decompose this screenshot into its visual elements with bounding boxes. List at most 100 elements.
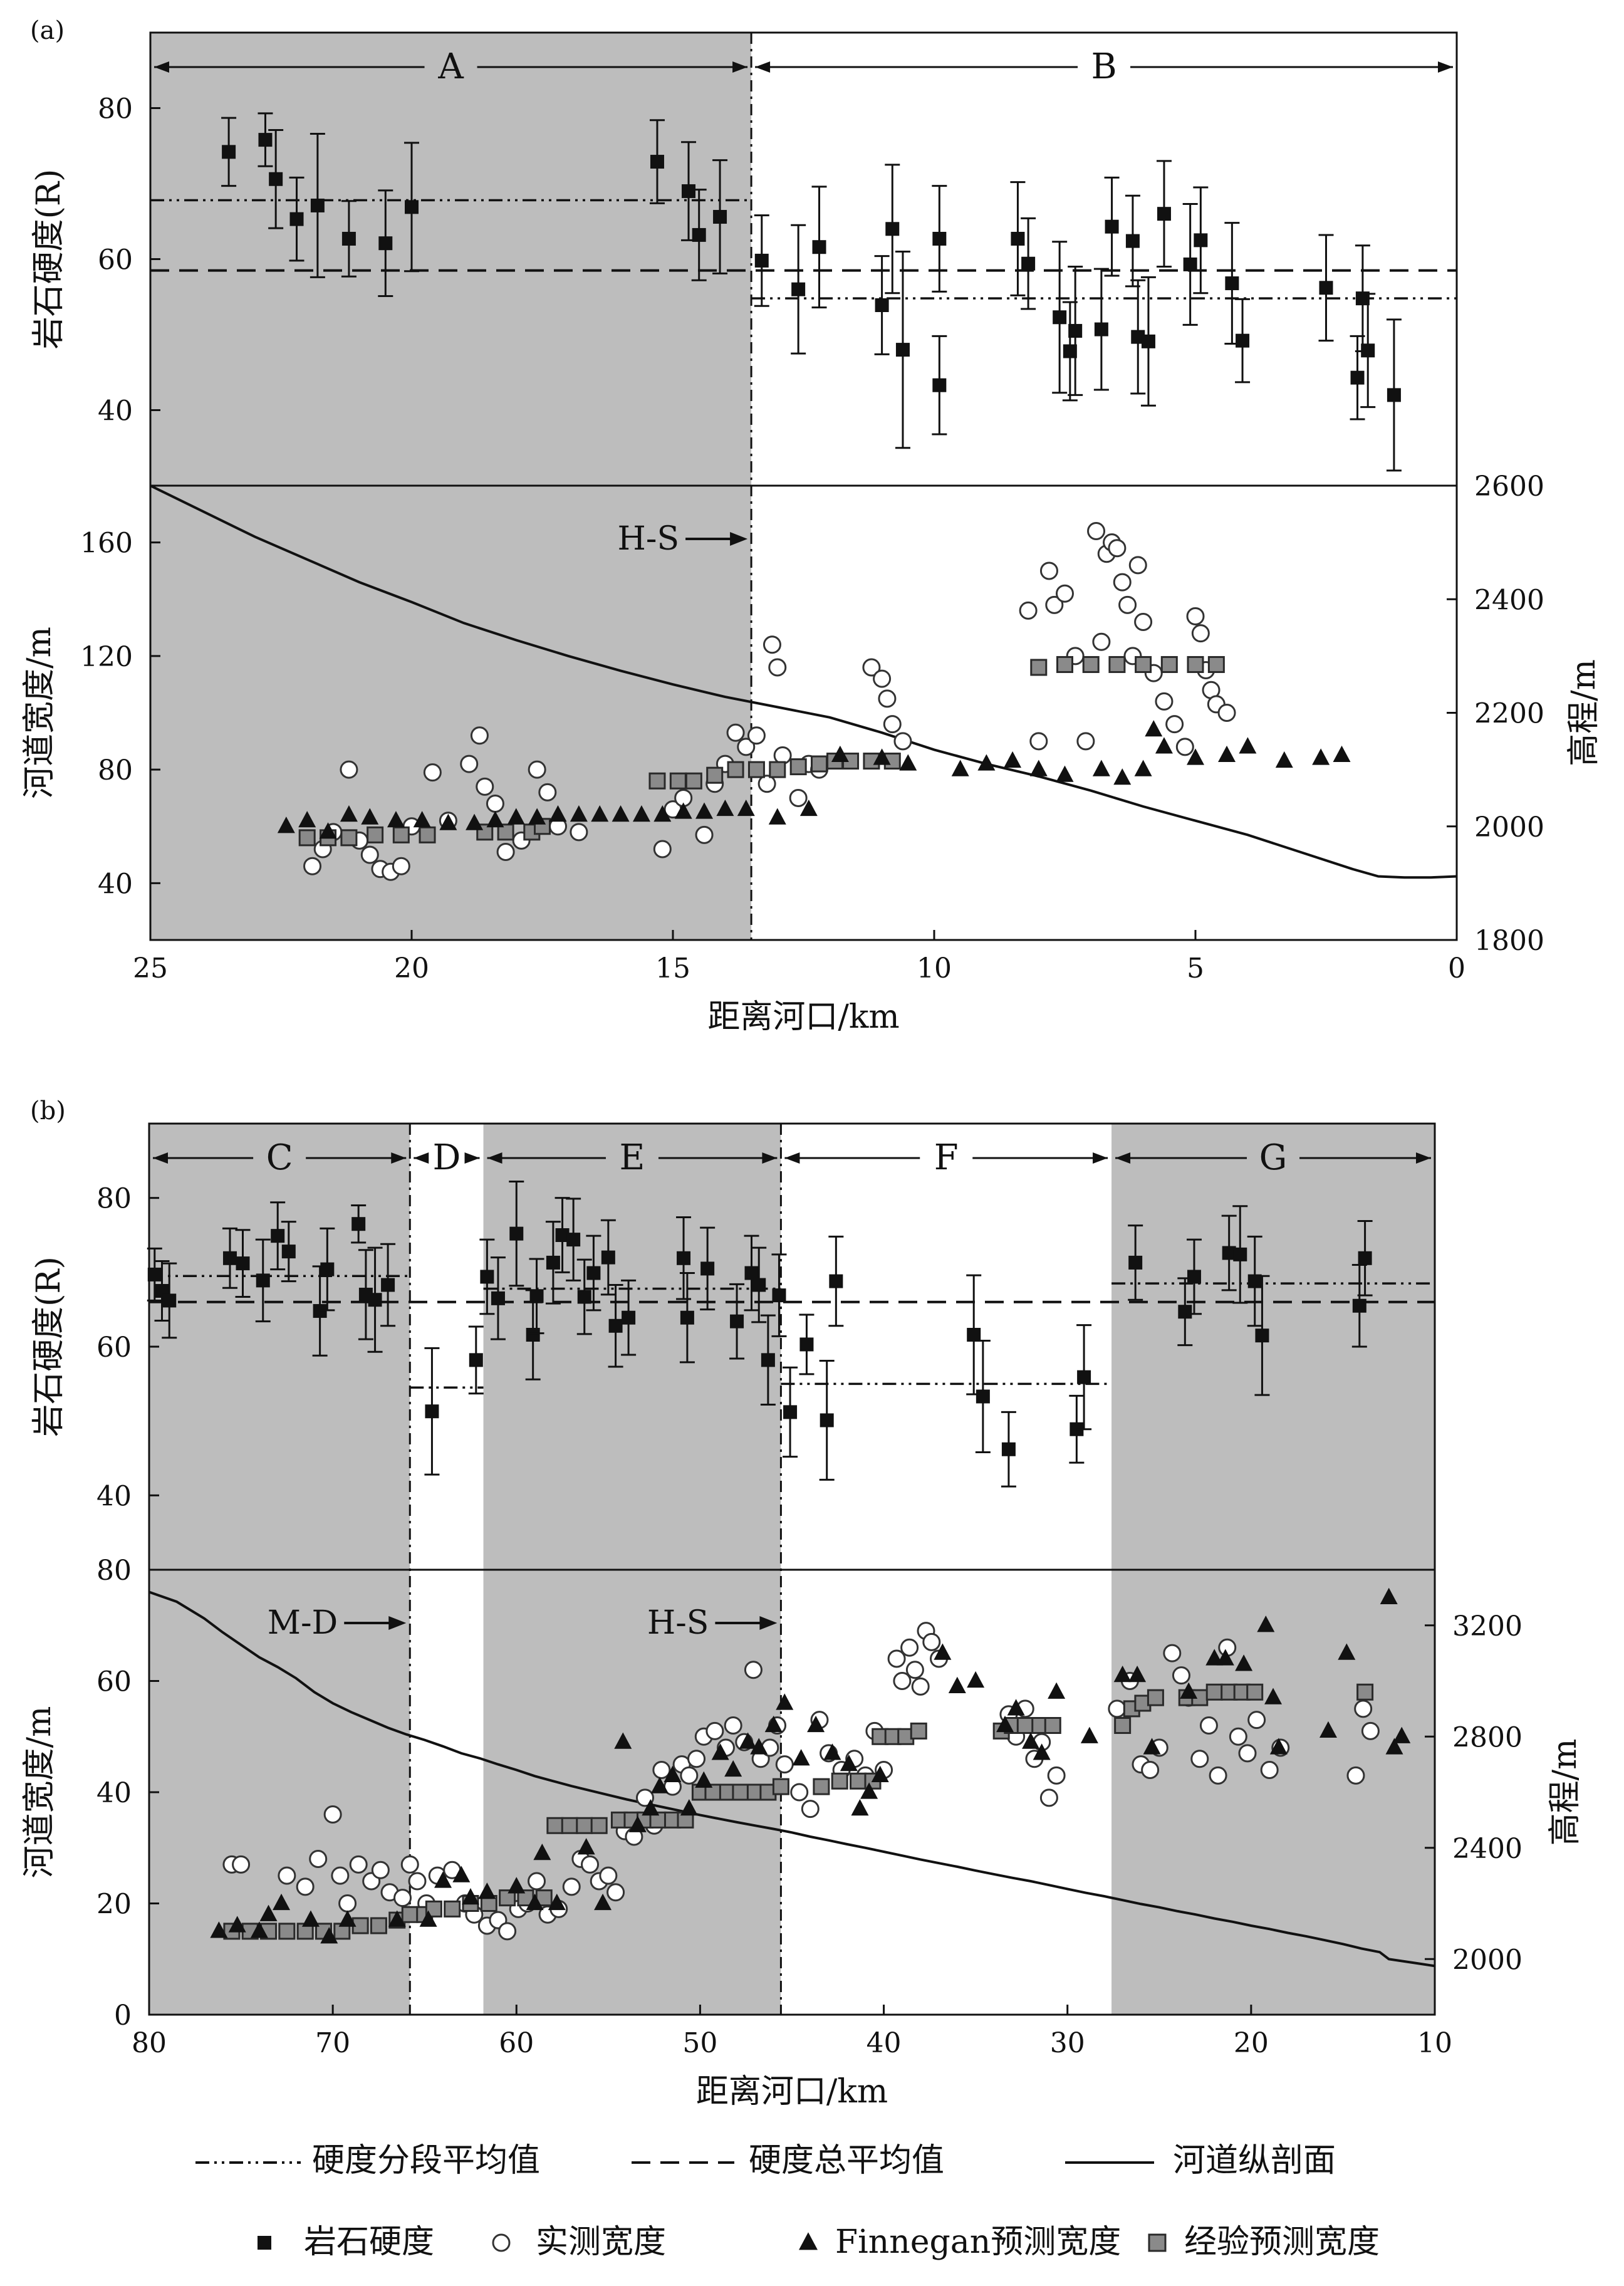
p1-empirical-width-point xyxy=(670,773,685,788)
p1-measured-width-point xyxy=(1057,585,1073,602)
legend-empirical-label: 经验预测宽度 xyxy=(1184,2223,1380,2261)
p1-measured-width-point xyxy=(393,858,409,874)
p2-x-tick-label: 30 xyxy=(1050,2027,1085,2059)
p1-hardness-point xyxy=(258,133,272,147)
p1-x-tick-label: 15 xyxy=(655,953,690,984)
p1-empirical-width-point xyxy=(420,827,435,842)
p1-finnegan-width-point xyxy=(1056,766,1074,782)
p2-measured-width-point xyxy=(608,1884,624,1901)
legend-total-mean-label: 硬度总平均值 xyxy=(749,2142,944,2179)
p1-finnegan-width-point xyxy=(1004,751,1021,768)
p2-measured-width-point xyxy=(279,1867,295,1884)
p2-empirical-width-point xyxy=(402,1907,417,1922)
p2-measured-width-point xyxy=(582,1856,598,1872)
p1-empirical-width-point xyxy=(791,759,806,775)
p2-segment-arrowhead-left xyxy=(414,1152,429,1164)
p2-hardness-point xyxy=(1002,1443,1016,1456)
p2-measured-width-point xyxy=(725,1718,741,1734)
p1-finnegan-width-point xyxy=(1113,768,1131,785)
p1-empirical-width-point xyxy=(341,830,357,845)
p2-width-y-tick-label: 0 xyxy=(114,2000,132,2032)
p1-hardness-point xyxy=(1142,335,1155,348)
p1-hardness-point xyxy=(713,210,727,224)
p1-hardness-point xyxy=(932,378,946,392)
p2-empirical-width-point xyxy=(1018,1718,1033,1733)
p2-hardness-point xyxy=(1233,1248,1247,1261)
p1-hardness-y-tick-label: 60 xyxy=(98,244,133,276)
p2-segment-label-E: E xyxy=(620,1137,645,1178)
p2-hardness-point xyxy=(1178,1305,1192,1318)
p1-empirical-width-point xyxy=(1110,657,1125,672)
p2-hardness-point xyxy=(829,1275,843,1288)
p2-empirical-width-point xyxy=(1148,1690,1163,1705)
legend-finnegan-marker xyxy=(799,2232,818,2250)
p2-empirical-width-point xyxy=(1207,1684,1222,1699)
p2-hardness-point xyxy=(783,1405,797,1419)
p1-empirical-width-point xyxy=(1083,657,1098,672)
p2-empirical-width-point xyxy=(562,1818,577,1833)
p2-hardness-point xyxy=(1128,1256,1142,1270)
p2-empirical-width-point xyxy=(1358,1684,1373,1699)
p2-empirical-width-point xyxy=(851,1773,866,1788)
p1-hardness-point xyxy=(1105,220,1119,234)
p2-width-y-axis-title: 河道宽度/m xyxy=(21,1706,58,1879)
p2-measured-width-point xyxy=(233,1856,249,1872)
p2-elevation-y-tick-label: 2800 xyxy=(1452,1721,1522,1753)
p1-measured-width-point xyxy=(1130,557,1146,573)
p1-empirical-width-point xyxy=(770,762,785,777)
p1-measured-width-point xyxy=(341,761,357,778)
p2-hardness-point xyxy=(745,1266,759,1280)
p2-hardness-point xyxy=(1187,1270,1201,1283)
p1-measured-width-point xyxy=(884,716,900,733)
p1-hardness-point xyxy=(650,155,664,169)
p2-empirical-width-point xyxy=(548,1818,563,1833)
p1-hardness-point xyxy=(1011,232,1024,246)
p2-measured-width-point xyxy=(409,1873,425,1889)
figure: A BH-S25 20 15 10 5 0距离河口/km406080岩石硬度(R)40801… xyxy=(0,0,1624,2286)
p2-measured-width-point xyxy=(1210,1767,1226,1783)
p2-measured-width-point xyxy=(563,1879,580,1895)
p2-finnegan-width-point xyxy=(851,1799,868,1815)
p1-elevation-y-tick-label: 2600 xyxy=(1474,471,1544,503)
p2-measured-width-point xyxy=(745,1662,761,1678)
p2-x-tick-label: 20 xyxy=(1234,2027,1269,2059)
p1-empirical-width-point xyxy=(650,773,665,788)
p1-hardness-point xyxy=(378,236,392,250)
p2-measured-width-point xyxy=(402,1856,418,1872)
p2-segment-label-D: D xyxy=(432,1137,461,1178)
p2-measured-width-point xyxy=(340,1896,356,1912)
p1-finnegan-width-point xyxy=(769,808,786,825)
p2-segment-arrowhead-right xyxy=(1093,1152,1108,1164)
p1-hardness-point xyxy=(1320,281,1333,295)
p2-segment-label-F: F xyxy=(934,1137,959,1178)
p1-measured-width-point xyxy=(1135,614,1152,630)
p1-hardness-point xyxy=(1053,310,1066,324)
p2-measured-width-point xyxy=(1239,1745,1256,1761)
p2-hardness-point xyxy=(469,1353,483,1367)
p1-measured-width-point xyxy=(1041,563,1057,579)
p2-measured-width-point xyxy=(325,1807,341,1823)
p2-hardness-point xyxy=(282,1245,296,1258)
p2-measured-width-point xyxy=(1142,1762,1158,1778)
p1-segment-arrowhead-right xyxy=(1438,61,1453,73)
p1-segment-label-A: A xyxy=(437,46,464,87)
p2-hardness-point xyxy=(700,1261,714,1275)
p2-measured-width-point xyxy=(332,1867,348,1884)
p1-empirical-width-point xyxy=(299,830,315,845)
p2-hardness-point xyxy=(578,1290,591,1303)
p1-width-y-tick-label: 120 xyxy=(80,641,133,673)
p1-measured-width-point xyxy=(654,841,670,857)
p1-hardness-point xyxy=(311,199,325,212)
p1-hardness-point xyxy=(1126,234,1140,248)
p1-measured-width-point xyxy=(764,637,780,653)
p2-x-tick-label: 80 xyxy=(132,2027,167,2059)
p2-measured-width-point xyxy=(912,1678,929,1694)
legend-hardness-marker xyxy=(258,2236,271,2250)
p1-x-tick-label: 10 xyxy=(917,953,952,984)
p1-measured-width-point xyxy=(461,756,477,772)
p2-measured-width-point xyxy=(310,1851,326,1867)
p2-x-tick-label: 10 xyxy=(1417,2027,1452,2059)
p2-elevation-y-axis-title: 高程/m xyxy=(1546,1739,1584,1846)
p2-hardness-point xyxy=(480,1270,494,1283)
p1-measured-width-point xyxy=(874,671,890,687)
